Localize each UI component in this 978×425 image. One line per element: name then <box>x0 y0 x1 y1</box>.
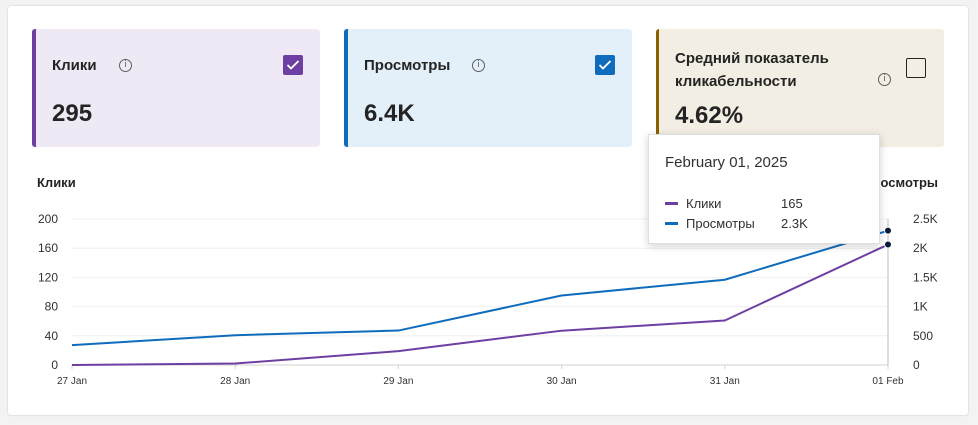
ctr-value: 4.62% <box>675 102 744 129</box>
checkmark-icon <box>598 60 612 70</box>
series-line-views <box>71 229 889 347</box>
left-axis-tick: 0 <box>51 358 58 372</box>
x-axis-tick: 28 Jan <box>220 376 250 387</box>
info-icon[interactable]: i <box>472 59 485 72</box>
chart-tooltip: February 01, 2025 Клики 165 Просмотры 2.… <box>648 134 880 244</box>
info-icon[interactable]: i <box>878 73 891 86</box>
right-axis-tick: 1.5K <box>913 270 938 284</box>
series-swatch <box>665 202 678 205</box>
views-label: Просмотры <box>364 57 451 74</box>
x-axis-tick: 30 Jan <box>547 376 577 387</box>
x-axis-tick: 31 Jan <box>710 376 740 387</box>
ctr-card[interactable]: Средний показатель кликабельности i 4.62… <box>656 29 944 147</box>
data-point <box>884 240 892 249</box>
left-axis-tick: 40 <box>45 329 59 343</box>
x-axis-tick: 29 Jan <box>383 376 413 387</box>
x-axis-tick: 27 Jan <box>57 376 87 387</box>
ctr-label: Средний показатель кликабельности <box>675 50 829 90</box>
right-axis-title: Просмотры <box>863 175 938 190</box>
tooltip-series-name: Просмотры <box>686 216 755 231</box>
views-card[interactable]: Просмотры i 6.4K <box>344 29 632 147</box>
right-axis-tick: 2K <box>913 241 928 255</box>
views-value: 6.4K <box>364 100 415 127</box>
clicks-card[interactable]: Клики i 295 <box>32 29 320 147</box>
right-axis-tick: 0 <box>913 358 920 372</box>
clicks-value: 295 <box>52 100 93 127</box>
x-axis-tick: 01 Feb <box>872 376 904 387</box>
data-point <box>884 226 892 235</box>
left-axis-tick: 160 <box>38 241 58 255</box>
checkmark-icon <box>286 60 300 70</box>
ctr-checkbox[interactable] <box>906 58 926 78</box>
left-axis-tick: 200 <box>38 212 58 226</box>
clicks-checkbox[interactable] <box>283 55 303 75</box>
right-axis-tick: 500 <box>913 329 933 343</box>
series-line-clicks <box>71 243 889 366</box>
views-checkbox[interactable] <box>595 55 615 75</box>
tooltip-date: February 01, 2025 <box>665 154 788 171</box>
clicks-label: Клики <box>52 57 97 74</box>
right-axis-tick: 2.5K <box>913 212 938 226</box>
series-swatch <box>665 222 678 225</box>
tooltip-series-value: 165 <box>781 196 803 211</box>
right-axis-tick: 1K <box>913 300 928 314</box>
tooltip-series-name: Клики <box>686 196 722 211</box>
left-axis-title: Клики <box>37 175 76 190</box>
left-axis-tick: 80 <box>45 300 59 314</box>
left-axis-tick: 120 <box>38 270 58 284</box>
tooltip-series-value: 2.3K <box>781 216 808 231</box>
info-icon[interactable]: i <box>119 59 132 72</box>
